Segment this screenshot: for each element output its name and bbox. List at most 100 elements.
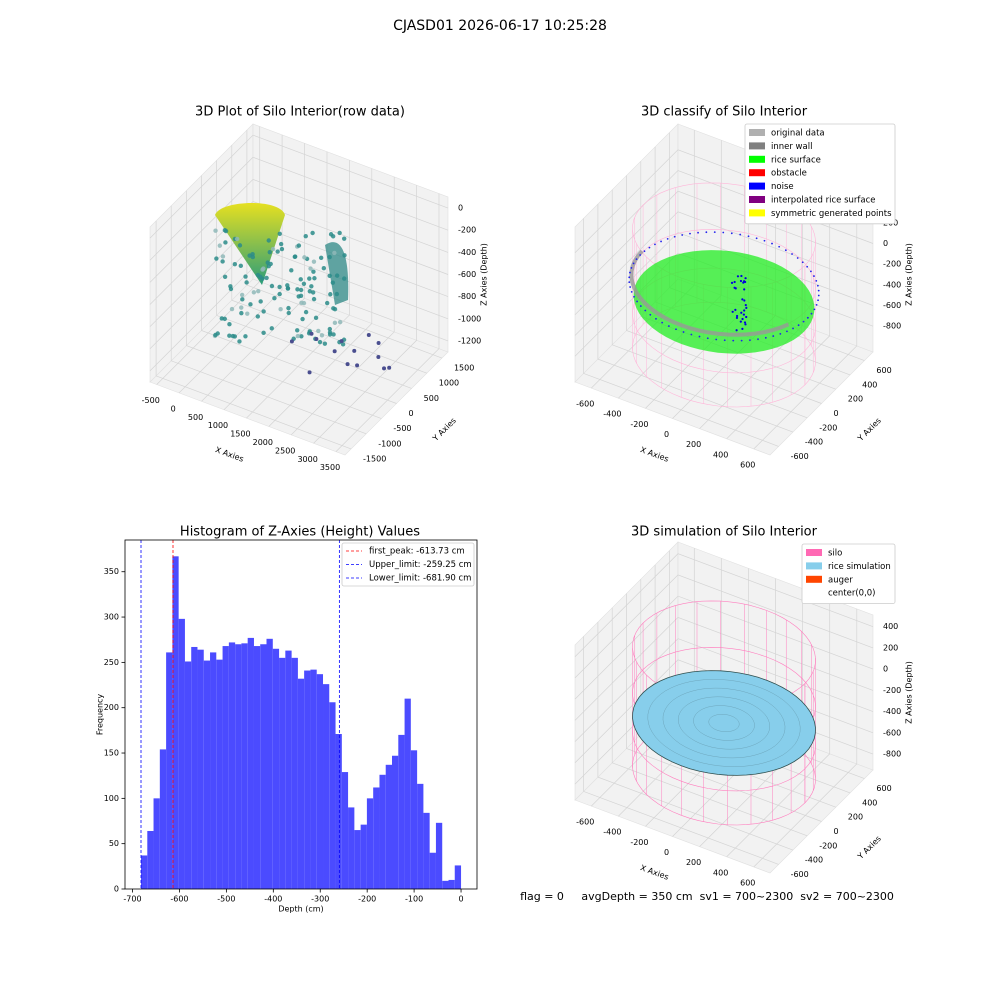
x-tick-label: 600 [740, 460, 755, 469]
legend-swatch [806, 549, 822, 556]
scatter-decor [214, 256, 219, 261]
scatter-decor [300, 316, 305, 322]
x-tick-label: -700 [123, 895, 141, 904]
grid-line [246, 160, 350, 419]
y-tick-label: 600 [876, 784, 891, 793]
noise-decor [706, 337, 709, 340]
bar [392, 755, 399, 889]
scatter-decor [227, 333, 232, 338]
x-tick-label: 2000 [253, 438, 273, 447]
mesh-decor [708, 714, 740, 732]
scatter-decor [264, 275, 269, 281]
grid-line [201, 143, 305, 402]
noise-decor [675, 328, 677, 331]
scatter-decor [327, 254, 332, 260]
noise-decor [660, 240, 662, 243]
z-axis-label: Z Axies (Depth) [480, 243, 489, 306]
bar [373, 787, 380, 889]
mesh-decor [647, 679, 801, 767]
noise-decor [690, 333, 693, 336]
x-axis-label: Depth (cm) [278, 905, 323, 914]
bar [316, 674, 324, 889]
scatter-decor [345, 362, 350, 367]
legend-label: inner wall [771, 142, 812, 152]
scatter-decor [295, 287, 300, 292]
bar [216, 659, 223, 889]
scatter-decor [238, 263, 244, 269]
scatter-decor [302, 255, 307, 260]
scatter-decor [339, 339, 344, 344]
bar [323, 684, 330, 889]
y-tick-label: -400 [805, 438, 823, 447]
z-tick-label: -1000 [458, 314, 481, 323]
noise-decor [633, 295, 635, 298]
grid-line [626, 175, 822, 404]
obstacle-decor [743, 288, 746, 291]
bar [448, 879, 455, 889]
noise-decor [629, 271, 631, 274]
bar [247, 637, 254, 889]
obstacle-decor [731, 310, 734, 313]
legend-label: noise [771, 182, 794, 192]
x-tick-label: -500 [142, 396, 160, 405]
noise-decor [749, 339, 751, 342]
scatter-decor [250, 254, 256, 260]
z-axis-label: Z Axies (Depth) [905, 661, 914, 724]
obstacle-decor [745, 315, 748, 319]
bar [166, 652, 173, 889]
x-tick-label: -400 [603, 410, 621, 419]
scatter-decor [313, 315, 319, 321]
scatter-decor [258, 299, 263, 304]
grid-line [583, 218, 779, 447]
legend-box [341, 542, 475, 587]
scatter-decor [337, 230, 342, 236]
bar [379, 774, 386, 889]
y-tick-label: 400 [862, 380, 877, 389]
grid-line [246, 130, 443, 359]
legend-swatch [806, 575, 822, 583]
y-tick-label: 300 [104, 613, 119, 622]
noise-decor [654, 243, 656, 246]
z-tick-label: 200 [883, 643, 898, 652]
noise-decor [723, 339, 726, 342]
scatter-decor [311, 259, 317, 264]
x-tick-label: -200 [630, 838, 648, 847]
noise-decor [772, 335, 775, 337]
scatter-decor [332, 349, 337, 354]
y-axis-label: Frequency [96, 694, 105, 736]
bar [253, 646, 261, 889]
noise-decor [630, 291, 633, 293]
bar [235, 644, 242, 889]
y-tick-label: -600 [791, 452, 809, 461]
bar [429, 852, 436, 889]
obstacle-decor [735, 314, 739, 318]
x-tick-label: 200 [686, 858, 701, 867]
x-tick-label: 2500 [275, 446, 295, 455]
y-tick-label: 250 [104, 658, 119, 667]
scatter-decor [228, 284, 233, 289]
scatter-decor [296, 243, 302, 248]
bar [272, 648, 280, 889]
scatter-decor [298, 287, 304, 293]
scatter-decor [342, 253, 347, 258]
scatter-decor [265, 260, 270, 265]
scatter-decor [239, 292, 245, 298]
bar [354, 830, 361, 889]
bar [172, 556, 179, 889]
legend-box [744, 123, 896, 225]
scatter-decor [327, 273, 332, 279]
scatter-decor [332, 320, 338, 326]
y-tick-label: -200 [819, 841, 837, 850]
z-tick-label: -200 [458, 226, 476, 235]
legend-box [801, 543, 896, 604]
noise-decor [792, 327, 794, 330]
bar [153, 798, 160, 889]
scatter-decor [319, 333, 325, 338]
scatter-decor [285, 283, 290, 288]
grid-line [574, 574, 874, 679]
scatter-decor [352, 348, 357, 353]
bar [203, 660, 211, 889]
grid-line [574, 638, 874, 742]
scatter-decor [229, 306, 235, 312]
y-tick-label: -500 [393, 424, 411, 433]
